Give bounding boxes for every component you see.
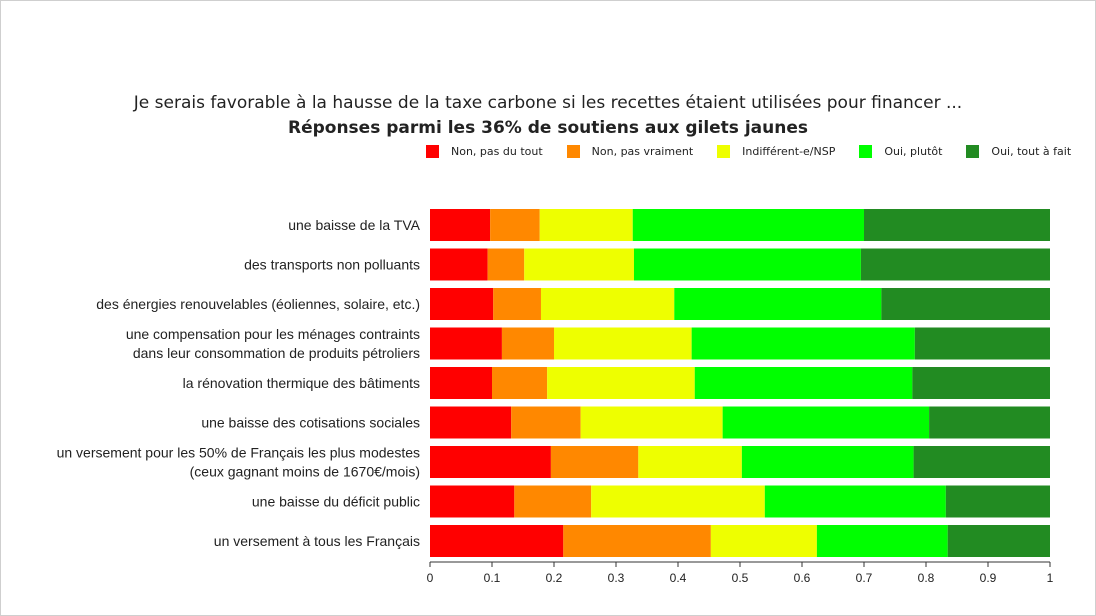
bar-segment (691, 327, 915, 360)
bar-segment (881, 288, 1050, 320)
legend-item: Indifférent-e/NSP (717, 144, 836, 158)
bar-segment (554, 327, 692, 360)
x-tick-label: 0.2 (546, 571, 563, 585)
x-tick-label: 0.7 (856, 571, 873, 585)
bar-segment (492, 367, 548, 399)
bar-segment (674, 288, 882, 320)
legend-item: Non, pas vraiment (566, 144, 694, 158)
bar-segment (430, 367, 492, 399)
category-label: une baisse des cotisations sociales (201, 415, 420, 431)
legend-swatch (717, 144, 731, 158)
chart-subtitle: Réponses parmi les 36% de soutiens aux g… (287, 118, 808, 138)
x-tick-label: 0.3 (608, 571, 625, 585)
bar-segment (929, 406, 1050, 439)
legend: Non, pas du tout Non, pas vraiment Indiffé… (426, 143, 1071, 159)
category-label-line: un versement à tous les Français (214, 533, 420, 549)
x-tick-label: 0.6 (794, 571, 811, 585)
bar-segment (430, 327, 502, 360)
bar-segment (864, 209, 1050, 241)
x-tick-label: 1 (1047, 571, 1054, 585)
category-label: des énergies renouvelables (éoliennes, s… (96, 296, 420, 312)
x-tick-label: 0.4 (670, 571, 687, 585)
bar-segment (493, 288, 541, 320)
x-tick-label: 0.8 (918, 571, 935, 585)
bar-segment (550, 446, 639, 478)
bar-segment (913, 446, 1050, 478)
legend-label: Oui, plutôt (884, 144, 943, 158)
category-label-line: une baisse des cotisations sociales (201, 415, 420, 431)
bar-segment (490, 209, 540, 241)
bar-segment (511, 406, 581, 439)
category-label: la rénovation thermique des bâtiments (183, 375, 420, 391)
bar-segment (947, 525, 1050, 557)
category-label-line: une baisse du déficit public (252, 494, 420, 510)
bar-segment (539, 209, 633, 241)
bar-segment (430, 248, 488, 281)
x-tick-label: 0.9 (980, 571, 997, 585)
x-tick-label: 0.1 (484, 571, 501, 585)
bar-segment (430, 288, 494, 320)
bar-segment (430, 525, 564, 557)
bar-segment (591, 485, 765, 518)
bar-segment (638, 446, 742, 478)
category-label: une baisse de la TVA (288, 217, 420, 233)
category-label-line: des transports non polluants (244, 257, 420, 273)
bar-segment (540, 288, 675, 320)
category-label-line: une baisse de la TVA (288, 217, 420, 233)
legend-label: Non, pas vraiment (591, 144, 694, 158)
bar-segment (501, 327, 554, 360)
legend-label: Indifférent-e/NSP (742, 144, 836, 158)
bar-segment (487, 248, 525, 281)
category-label: une compensation pour les ménages contra… (126, 326, 420, 361)
bar-segment (722, 406, 930, 439)
category-label: un versement à tous les Français (214, 533, 420, 549)
category-label: des transports non polluants (244, 257, 420, 273)
bar-segment (710, 525, 817, 557)
bar-segment (860, 248, 1050, 281)
category-label-line: dans leur consommation de produits pétro… (133, 345, 420, 361)
bar-segment (524, 248, 634, 281)
x-tick-label: 0.5 (732, 571, 749, 585)
bar-segment (430, 485, 515, 518)
category-label: un versement pour les 50% de Français le… (57, 445, 420, 480)
legend-swatch (966, 144, 980, 158)
x-tick-label: 0 (427, 571, 434, 585)
bar-segment (633, 248, 861, 281)
bar-segment (547, 367, 695, 399)
bar-segment (430, 446, 551, 478)
legend-item: Oui, plutôt (859, 144, 943, 158)
legend-swatch (859, 144, 873, 158)
bar-segment (580, 406, 723, 439)
bar-segment (430, 406, 512, 439)
chart-title: Je serais favorable à la hausse de la ta… (133, 93, 963, 113)
bar-segment (430, 209, 491, 241)
bar-segment (945, 485, 1050, 518)
legend-swatch (426, 144, 439, 158)
legend-swatch (566, 144, 580, 158)
bar-segment (912, 367, 1050, 399)
bar-segment (816, 525, 948, 557)
category-label-line: des énergies renouvelables (éoliennes, s… (96, 296, 420, 312)
bar-segment (694, 367, 913, 399)
bar-segment (514, 485, 592, 518)
legend-item: Non, pas du tout (426, 144, 543, 158)
category-label-line: un versement pour les 50% de Français le… (57, 445, 420, 461)
category-label: une baisse du déficit public (252, 494, 420, 510)
legend-label: Oui, tout à fait (991, 144, 1072, 158)
category-label-line: une compensation pour les ménages contra… (126, 326, 420, 342)
category-label-line: la rénovation thermique des bâtiments (183, 375, 420, 391)
bar-segment (632, 209, 864, 241)
legend-label: Non, pas du tout (451, 144, 543, 158)
bar-segment (764, 485, 946, 518)
bar-segment (741, 446, 914, 478)
category-label-line: (ceux gagnant moins de 1670€/mois) (190, 464, 420, 480)
bar-segment (914, 327, 1050, 360)
bar-segment (563, 525, 711, 557)
legend-item: Oui, tout à fait (966, 144, 1072, 158)
